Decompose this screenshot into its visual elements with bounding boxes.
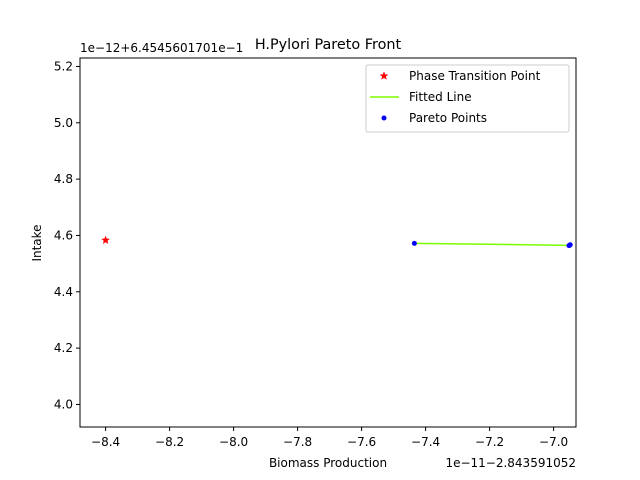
legend-swatch-star [379,71,389,80]
x-offset-text: 1e−11−2.843591052 [445,456,576,470]
chart-title: H.Pylori Pareto Front [255,37,402,53]
y-tick-label: 4.0 [54,397,73,411]
phase-transition-point [101,235,111,245]
y-offset-text: 1e−12+6.45456017​01e−1 [80,41,243,55]
x-tick-label: −7.6 [347,435,376,449]
x-tick-label: −7.8 [283,435,312,449]
x-tick-label: −8.0 [219,435,248,449]
fitted-line [414,242,570,247]
x-tick-label: −8.2 [155,435,184,449]
x-tick-label: −7.4 [411,435,440,449]
y-axis-label: Intake [30,224,44,261]
plot-area [101,235,573,249]
legend-label: Fitted Line [409,90,472,104]
x-tick-label: −7.0 [539,435,568,449]
x-axis-label: Biomass Production [269,456,387,470]
y-tick-label: 4.8 [54,172,73,186]
legend-label: Pareto Points [409,111,487,125]
y-tick-label: 4.6 [54,228,73,242]
y-tick-label: 5.0 [54,116,73,130]
y-tick-label: 4.4 [54,285,73,299]
axes-frame [79,57,577,428]
x-tick-label: −7.2 [475,435,504,449]
legend-swatch-dot [381,115,387,121]
legend: Phase Transition Point Fitted Line Pareto … [365,64,570,133]
pareto-point [411,240,417,246]
legend-box [365,64,570,133]
legend-label: Phase Transition Point [409,69,541,83]
y-axis: 4.0 4.2 4.4 4.6 4.8 5.0 5.2 [54,59,80,411]
y-tick-label: 5.2 [54,59,73,73]
x-tick-label: −8.4 [91,435,120,449]
pareto-point [566,243,572,249]
x-axis: −8.4 −8.2 −8.0 −7.8 −7.6 −7.4 −7.2 −7.0 [91,427,568,449]
y-tick-label: 4.2 [54,341,73,355]
